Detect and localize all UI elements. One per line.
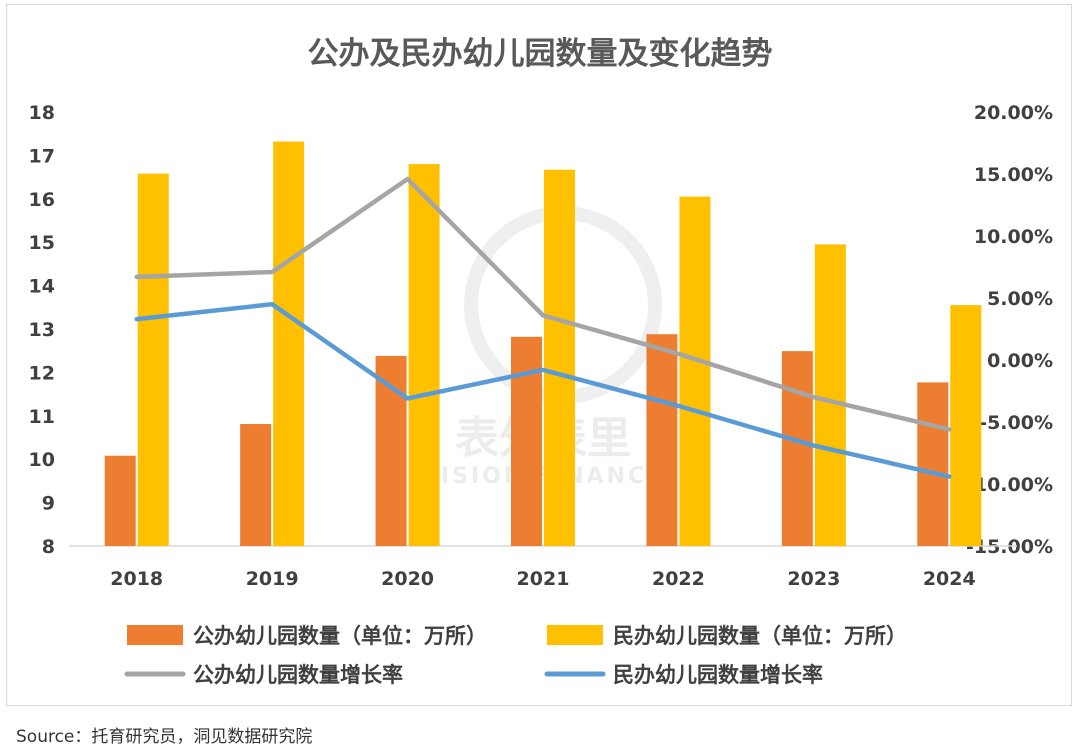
left-tick-label: 13 [29, 319, 55, 341]
source-note: Source：托育研究员，洞见数据研究院 [16, 727, 313, 747]
line-private-growth [134, 301, 952, 479]
legend-label: 公办幼儿园数量增长率 [193, 663, 403, 687]
x-tick-label: 2019 [246, 568, 299, 590]
right-tick-label: -5.00% [979, 412, 1053, 434]
legend-swatch [547, 625, 603, 645]
right-tick-label: 5.00% [987, 288, 1053, 310]
x-tick-label: 2018 [110, 568, 163, 590]
bar-private [679, 196, 711, 546]
bar-public [646, 334, 678, 546]
right-axis-ticks: -15.00% -10.00% -5.00% 0.00% 5.00% 10.00% 15.0… [966, 102, 1053, 558]
watermark-en: VISION FINANCE [421, 464, 665, 489]
right-tick-label: -10.00% [966, 474, 1053, 496]
line-public-growth [134, 176, 952, 432]
right-tick-label: 15.00% [974, 164, 1053, 186]
left-tick-label: 17 [29, 145, 55, 167]
combo-chart: 表外表里 VISION FINANCE 公办及民办幼儿园数量及变化趋势 8 9 10… [29, 36, 1053, 687]
left-tick-label: 12 [29, 362, 55, 384]
left-tick-label: 14 [29, 276, 55, 298]
left-tick-label: 11 [29, 406, 55, 428]
line-series [134, 176, 952, 479]
bar-public [240, 424, 272, 546]
right-tick-label: -15.00% [966, 536, 1053, 558]
right-tick-label: 20.00% [974, 102, 1053, 124]
left-tick-label: 9 [42, 493, 55, 515]
bar-private [544, 169, 575, 547]
left-tick-label: 15 [29, 232, 55, 254]
bar-private [814, 244, 846, 546]
right-tick-label: 0.00% [987, 350, 1053, 372]
watermark-logo: 表外表里 VISION FINANCE [421, 206, 665, 489]
x-tick-label: 2023 [787, 568, 840, 590]
bar-public [511, 336, 542, 546]
watermark-cn: 表外表里 [455, 413, 631, 464]
bar-private [137, 173, 169, 547]
legend: 公办幼儿园数量（单位：万所） 民办幼儿园数量（单位：万所） 公办幼儿园数量增长率 民办… [124, 624, 907, 687]
x-tick-label: 2021 [517, 568, 570, 590]
bar-public [917, 382, 949, 546]
chart-frame: 表外表里 VISION FINANCE 公办及民办幼儿园数量及变化趋势 8 9 10… [6, 4, 1072, 706]
bar-public [781, 351, 813, 546]
legend-label: 公办幼儿园数量（单位：万所） [193, 624, 487, 648]
bar-private [950, 305, 982, 546]
left-axis-ticks: 8 9 10 11 12 13 14 15 16 17 18 [29, 102, 55, 558]
bar-private [408, 164, 440, 546]
x-tick-label: 2022 [652, 568, 705, 590]
legend-swatch [127, 625, 183, 645]
left-tick-label: 8 [42, 536, 55, 558]
x-axis-ticks: 2018 2019 2020 2021 2022 2023 2024 [110, 568, 975, 590]
x-tick-label: 2020 [381, 568, 434, 590]
bar-private [273, 141, 305, 546]
left-tick-label: 18 [29, 102, 55, 124]
left-tick-label: 10 [29, 449, 55, 471]
left-tick-label: 16 [29, 189, 55, 211]
x-tick-label: 2024 [923, 568, 976, 590]
bar-public [104, 455, 136, 546]
legend-label: 民办幼儿园数量增长率 [613, 663, 823, 687]
legend-label: 民办幼儿园数量（单位：万所） [613, 624, 907, 648]
chart-title: 公办及民办幼儿园数量及变化趋势 [308, 36, 773, 72]
right-tick-label: 10.00% [974, 226, 1053, 248]
